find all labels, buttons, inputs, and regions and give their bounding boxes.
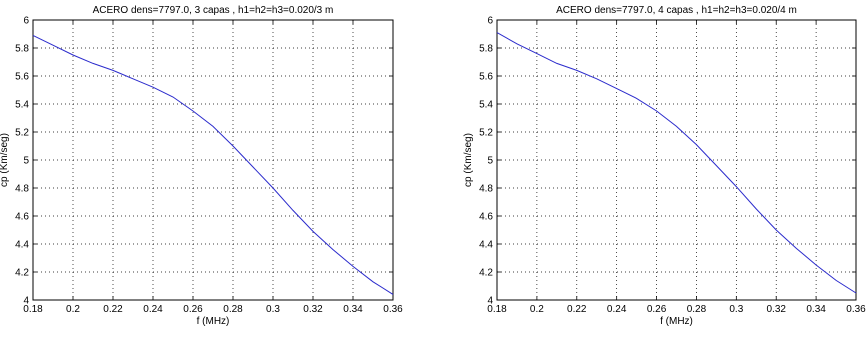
chart-title: ACERO dens=7797.0, 3 capas , h1=h2=h3=0.…	[93, 5, 334, 16]
plot-frame	[496, 19, 857, 301]
x-tick-label: 0.28	[687, 304, 707, 315]
x-tick-label: 0.3	[266, 304, 280, 315]
chart-3-capas: 0.18 0.2 0.22 0.24 0.26 0.28 0.3 0.32 0.34 0.36 4 4…	[0, 5, 403, 327]
y-tick-label: 6	[487, 16, 493, 27]
x-tick-label: 0.24	[143, 304, 163, 315]
y-axis-label: cp (Km/seg)	[0, 133, 10, 187]
x-tick-label: 0.32	[303, 304, 323, 315]
x-tick-label: 0.22	[103, 304, 123, 315]
x-tick-label: 0.34	[806, 304, 826, 315]
y-tick-label: 4	[487, 296, 493, 307]
x-tick-label: 0.18	[23, 304, 43, 315]
chart-title: ACERO dens=7797.0, 4 capas , h1=h2=h3=0.…	[556, 5, 797, 16]
y-tick-label: 5.8	[479, 44, 493, 55]
y-tick-label: 4	[23, 296, 29, 307]
y-tick-label: 5.2	[479, 128, 493, 139]
y-tick-label: 4.4	[479, 240, 493, 251]
y-tick-label: 6	[23, 16, 29, 27]
y-tick-label: 5.4	[15, 100, 29, 111]
x-tick-label: 0.28	[223, 304, 243, 315]
x-tick-label: 0.2	[66, 304, 80, 315]
x-tick-label: 0.36	[846, 304, 866, 315]
plot-frame	[32, 19, 394, 301]
x-tick-label: 0.34	[343, 304, 363, 315]
y-tick-label: 4.6	[479, 212, 493, 223]
x-tick-label: 0.26	[183, 304, 203, 315]
y-tick-label: 4.2	[15, 268, 29, 279]
y-tick-label: 4.8	[479, 184, 493, 195]
y-tick-label: 4.6	[15, 212, 29, 223]
x-tick-label: 0.24	[607, 304, 627, 315]
y-tick-label: 5.8	[15, 44, 29, 55]
x-tick-label: 0.18	[487, 304, 507, 315]
x-tick-label: 0.2	[530, 304, 544, 315]
x-axis-label: f (MHz)	[660, 316, 693, 327]
y-tick-label: 5.6	[479, 72, 493, 83]
y-axis-label: cp (Km/seg)	[463, 133, 474, 187]
x-tick-label: 0.26	[647, 304, 667, 315]
series-line	[32, 34, 394, 295]
y-tick-label: 4.2	[479, 268, 493, 279]
x-tick-label: 0.36	[383, 304, 403, 315]
x-tick-label: 0.22	[567, 304, 587, 315]
y-tick-label: 5.4	[479, 100, 493, 111]
x-tick-label: 0.32	[766, 304, 786, 315]
x-axis-label: f (MHz)	[197, 316, 230, 327]
y-tick-label: 5.6	[15, 72, 29, 83]
y-tick-label: 4.4	[15, 240, 29, 251]
series-line	[496, 32, 857, 294]
y-tick-label: 5.2	[15, 128, 29, 139]
y-tick-label: 5	[23, 156, 29, 167]
y-tick-label: 4.8	[15, 184, 29, 195]
x-tick-label: 0.3	[729, 304, 743, 315]
chart-4-capas: 0.18 0.2 0.22 0.24 0.26 0.28 0.3 0.32 0.34 0.36 4 4…	[463, 5, 866, 327]
y-tick-label: 5	[487, 156, 493, 167]
